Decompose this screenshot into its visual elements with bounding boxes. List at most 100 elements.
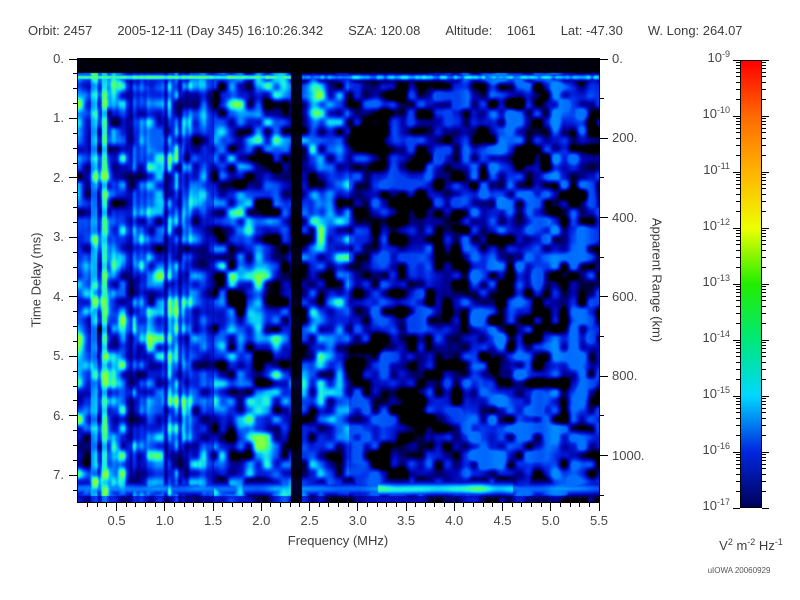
colorbar-unit-segment: m	[732, 538, 748, 553]
colorbar-minor-tick	[736, 400, 740, 402]
attribution-text: uIOWA 20060929	[707, 566, 771, 575]
y-axis-major-tick	[69, 177, 77, 179]
colorbar-minor-tick	[736, 344, 740, 346]
x-axis-minor-tick	[154, 503, 156, 507]
colorbar-minor-tick	[762, 434, 766, 436]
x-axis-minor-tick	[231, 503, 233, 507]
y-axis-tick-label: 3.	[53, 229, 64, 245]
x-axis-minor-tick	[347, 503, 349, 507]
colorbar-major-tick	[762, 339, 769, 341]
x-axis-minor-tick	[241, 503, 243, 507]
colorbar-minor-tick	[762, 378, 766, 380]
colorbar-tick-label: 10-9	[707, 49, 730, 65]
colorbar-minor-tick	[762, 118, 766, 120]
colorbar-unit-segment: V	[719, 538, 728, 553]
colorbar-minor-tick	[762, 305, 766, 307]
x-axis-tick-label: 1.0	[155, 513, 174, 528]
x-axis-major-tick	[453, 503, 455, 511]
y-axis-minor-tick	[73, 266, 77, 268]
colorbar-minor-tick	[736, 124, 740, 126]
y-axis-minor-tick	[73, 281, 77, 283]
y-axis-minor-tick	[73, 207, 77, 209]
colorbar-minor-tick	[762, 124, 766, 126]
y2-axis-tick-label: 800.	[612, 368, 638, 384]
colorbar-gradient	[740, 60, 762, 508]
colorbar-minor-tick	[762, 132, 766, 134]
colorbar-minor-tick	[736, 454, 740, 456]
x-axis-minor-tick	[125, 503, 127, 507]
colorbar-minor-tick	[762, 300, 766, 302]
colorbar-minor-tick	[762, 463, 766, 465]
colorbar-minor-tick	[762, 180, 766, 182]
colorbar-minor-tick	[736, 468, 740, 470]
colorbar-minor-tick	[736, 266, 740, 268]
y-axis-tick-label: 7.	[53, 467, 64, 483]
colorbar-minor-tick	[736, 127, 740, 129]
y2-axis-major-tick	[600, 296, 608, 298]
colorbar-minor-tick	[762, 68, 766, 70]
x-axis-major-tick	[260, 503, 262, 511]
y-axis-minor-tick	[73, 445, 77, 446]
y-axis-tick-label: 1.	[53, 110, 64, 126]
colorbar-minor-tick	[762, 127, 766, 129]
x-axis-minor-tick	[395, 503, 397, 507]
x-axis-tick-label: 3.5	[396, 513, 416, 528]
colorbar-minor-tick	[736, 456, 740, 458]
colorbar-minor-tick	[762, 424, 766, 426]
y-axis-major-tick	[69, 415, 77, 417]
header-field: W. Long: 264.07	[647, 23, 743, 38]
colorbar-minor-tick	[762, 62, 766, 64]
colorbar-major-tick	[762, 115, 769, 117]
y-axis-minor-tick	[73, 103, 77, 105]
y2-axis-major-tick	[600, 455, 608, 457]
y2-axis-tick-label: 400.	[612, 209, 638, 225]
x-axis-minor-tick	[270, 503, 272, 507]
x-axis-major-tick	[212, 503, 214, 511]
colorbar-tick-label: 10-16	[702, 441, 730, 457]
y-axis-minor-tick	[73, 385, 77, 387]
colorbar-minor-tick	[736, 193, 740, 195]
y-axis-tick-label: 5.	[53, 348, 64, 364]
colorbar-minor-tick	[736, 200, 740, 202]
colorbar-minor-tick	[736, 174, 740, 176]
y2-axis-minor-tick	[600, 415, 604, 417]
colorbar-minor-tick	[736, 305, 740, 307]
colorbar-minor-tick	[762, 400, 766, 402]
colorbar-tick-label: 10-17	[702, 497, 730, 513]
colorbar-minor-tick	[736, 98, 740, 100]
y-axis-minor-tick	[73, 400, 77, 402]
colorbar-minor-tick	[736, 76, 740, 78]
y-axis-minor-tick	[73, 73, 77, 75]
y-axis-tick-label: 0.	[53, 51, 64, 66]
y-axis-tick-label: 6.	[53, 407, 64, 423]
ionogram-heatmap	[78, 59, 599, 502]
x-axis-minor-tick	[145, 503, 147, 507]
x-axis-minor-tick	[588, 503, 590, 507]
colorbar-minor-tick	[762, 176, 766, 178]
x-axis-minor-tick	[376, 503, 378, 507]
colorbar-major-tick	[762, 507, 769, 509]
x-axis-minor-tick	[173, 503, 175, 507]
colorbar-unit-segment: 2	[727, 537, 733, 547]
colorbar-minor-tick	[762, 71, 766, 73]
x-axis-minor-tick	[251, 503, 253, 507]
x-axis-minor-tick	[540, 503, 542, 507]
colorbar-minor-tick	[762, 64, 766, 66]
colorbar-minor-tick	[736, 132, 740, 134]
colorbar-minor-tick	[762, 480, 766, 482]
colorbar-minor-tick	[762, 398, 766, 400]
colorbar-major-tick	[733, 283, 740, 285]
colorbar-minor-tick	[762, 456, 766, 458]
y2-axis-major-tick	[600, 137, 608, 139]
x-axis-minor-tick	[87, 503, 89, 507]
colorbar-minor-tick	[762, 256, 766, 258]
colorbar-minor-tick	[762, 344, 766, 346]
y2-axis-major-tick	[600, 58, 608, 60]
x-axis-minor-tick	[193, 503, 195, 507]
apparent-range-axis-label: Apparent Range (km)	[649, 217, 665, 343]
colorbar-minor-tick	[762, 292, 766, 294]
colorbar-minor-tick	[736, 407, 740, 409]
y2-axis-minor-tick	[600, 494, 604, 496]
x-axis-minor-tick	[280, 503, 282, 507]
